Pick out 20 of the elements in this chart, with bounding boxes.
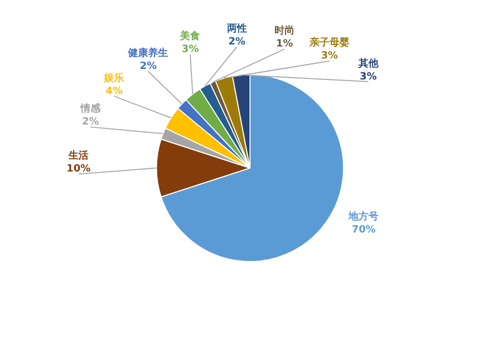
- slice-label: 时尚: [274, 24, 294, 37]
- data-label: 70%: [352, 224, 376, 236]
- slice-label: 情感: [80, 102, 102, 115]
- data-label: 3%: [182, 44, 199, 56]
- slice-label: 健康养生: [127, 46, 168, 59]
- slice-label: 娱乐: [103, 72, 124, 84]
- slice-label: 地方号: [348, 210, 379, 222]
- slice-label: 生活: [68, 150, 88, 162]
- data-label: 10%: [66, 164, 90, 175]
- data-label: 2%: [228, 36, 246, 48]
- data-label: 3%: [320, 50, 338, 62]
- data-label: 2%: [140, 60, 157, 72]
- data-label: 2%: [82, 116, 100, 128]
- slice-label: 其他: [357, 57, 380, 70]
- data-label: 4%: [106, 86, 123, 97]
- data-label: 3%: [360, 71, 377, 82]
- slice-label: 亲子母婴: [308, 36, 350, 49]
- data-label: 1%: [276, 38, 293, 50]
- slice-label: 两性: [226, 22, 247, 34]
- slice-label: 美食: [179, 30, 200, 42]
